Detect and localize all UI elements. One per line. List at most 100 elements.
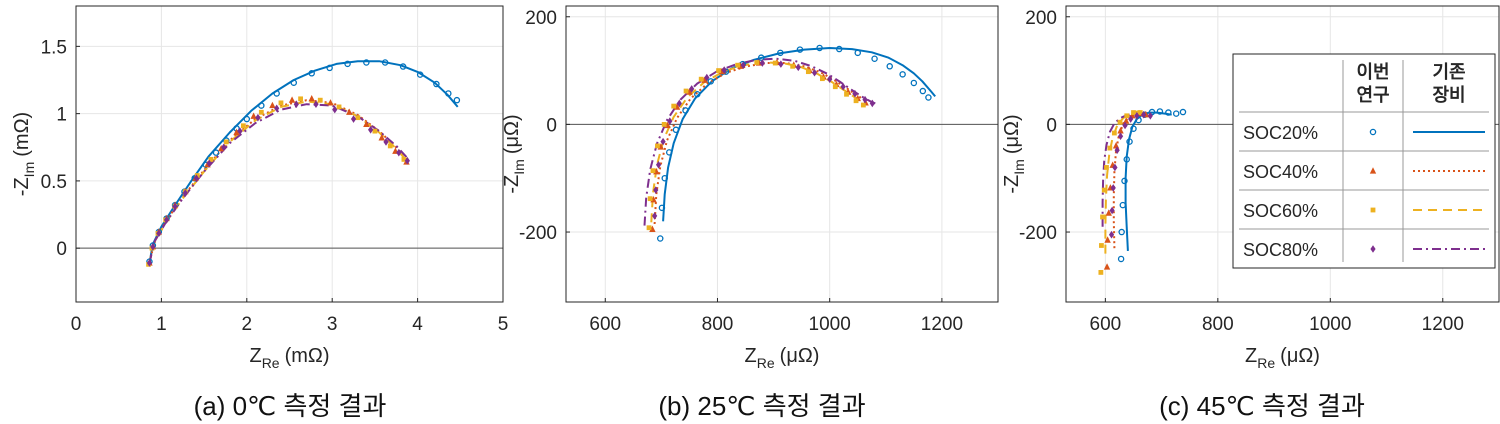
data-point-a-SOC80%-15: [350, 115, 357, 123]
data-point-c-SOC80%-1: [1109, 206, 1115, 215]
data-point-a-SOC20%-15: [308, 70, 315, 77]
series-line-c-SOC20%: [1124, 111, 1172, 251]
y-tick-label-a-3: 1.5: [41, 37, 67, 58]
data-point-b-SOC60%-7: [698, 76, 704, 82]
caption-b: (b) 25℃ 측정 결과: [658, 391, 866, 421]
data-point-c-SOC80%-3: [1112, 163, 1118, 172]
data-point-b-SOC80%-8: [721, 66, 727, 74]
data-point-c-SOC20%-7: [1135, 116, 1142, 124]
data-point-b-SOC60%-14: [819, 76, 825, 82]
axes-box-c: [1065, 5, 1500, 303]
data-point-a-SOC60%-13: [317, 97, 323, 103]
data-point-c-SOC60%-5: [1107, 145, 1113, 151]
data-point-a-SOC20%-12: [258, 102, 265, 109]
y-tick-label-b-2: 200: [525, 8, 557, 29]
data-point-b-SOC80%-0: [652, 212, 658, 220]
data-point-c-SOC20%-4: [1123, 156, 1130, 163]
y-tick-label-a-1: 0.5: [41, 172, 67, 193]
data-point-c-SOC60%-9: [1131, 110, 1136, 115]
data-point-a-SOC80%-10: [255, 113, 261, 122]
data-point-c-SOC60%-2: [1100, 214, 1105, 220]
data-point-a-SOC40%-10: [250, 112, 257, 119]
data-point-a-SOC60%-9: [240, 123, 246, 129]
data-point-c-SOC40%-6: [1117, 127, 1124, 134]
data-point-a-SOC80%-17: [383, 138, 389, 146]
axes-box-a: [75, 5, 504, 303]
data-point-a-SOC20%-16: [326, 64, 333, 72]
data-point-c-SOC60%-10: [1137, 110, 1143, 115]
legend-marker-SOC40%: [1369, 167, 1377, 174]
y-axis-label-a: -ZIm(mΩ): [11, 112, 37, 196]
data-point-a-SOC80%-3: [163, 216, 170, 224]
data-point-a-SOC60%-11: [278, 100, 284, 106]
series-points-b-SOC80%: [652, 59, 875, 220]
series-points-c-SOC60%: [1098, 110, 1143, 275]
data-point-a-SOC80%-16: [368, 125, 374, 134]
legend-marker-SOC60%: [1370, 207, 1376, 213]
data-point-b-SOC80%-12: [795, 63, 801, 72]
data-point-b-SOC20%-0: [657, 235, 664, 242]
x-tick-label-a-2: 2: [242, 314, 253, 335]
data-point-a-SOC20%-8: [212, 149, 220, 156]
legend-header-reference-2: 장비: [1432, 85, 1465, 105]
x-tick-label-c-3: 1200: [1422, 314, 1464, 335]
data-point-a-SOC40%-14: [327, 99, 334, 106]
data-point-b-SOC60%-18: [860, 102, 866, 108]
data-point-b-SOC60%-8: [716, 68, 722, 73]
y-tick-label-c-2: 200: [1025, 8, 1057, 29]
data-point-a-SOC80%-4: [172, 202, 178, 211]
y-axis-label-c: -ZIm(μΩ): [1001, 114, 1027, 193]
series-points-c-SOC20%: [1117, 108, 1187, 263]
data-point-a-SOC80%-5: [182, 189, 188, 197]
data-point-c-SOC20%-6: [1130, 125, 1137, 132]
data-point-b-SOC80%-14: [827, 75, 833, 83]
data-point-c-SOC80%-10: [1147, 111, 1153, 120]
chart-c: 600 800 1000 1200 -200 0 200 ZRe (μΩ) -ZIm(μΩ) 이번연…: [1001, 5, 1500, 371]
series-points-c-SOC80%: [1108, 110, 1153, 239]
data-point-b-SOC20%-21: [925, 94, 932, 101]
series-line-b-SOC20%: [662, 47, 936, 222]
data-point-b-SOC80%-7: [704, 73, 710, 82]
data-point-b-SOC20%-3: [665, 149, 673, 156]
legend-label-SOC20%: SOC20%: [1243, 123, 1318, 143]
x-axis-label-b: ZRe (μΩ): [745, 345, 820, 371]
data-point-a-SOC20%-19: [381, 59, 389, 66]
data-point-c-SOC80%-5: [1117, 132, 1124, 141]
data-point-a-SOC40%-11: [269, 101, 276, 109]
data-point-a-SOC20%-23: [445, 90, 452, 97]
data-point-c-SOC40%-5: [1112, 142, 1120, 149]
data-point-a-SOC60%-12: [298, 96, 304, 102]
data-point-b-SOC80%-10: [759, 59, 765, 67]
data-point-b-SOC60%-15: [832, 84, 838, 90]
x-tick-label-b-0: 600: [589, 314, 621, 335]
series-points-a-SOC80%: [146, 100, 410, 267]
data-point-a-SOC40%-12: [288, 96, 296, 103]
data-point-c-SOC80%-8: [1134, 111, 1140, 120]
data-point-b-SOC20%-2: [661, 174, 668, 182]
data-point-a-SOC80%-19: [404, 156, 410, 165]
x-tick-label-a-4: 4: [412, 314, 423, 335]
data-point-b-SOC60%-4: [661, 122, 667, 127]
y-tick-label-b-1: 0: [546, 115, 557, 136]
legend-header-measured-1: 이번: [1356, 62, 1389, 82]
data-point-b-SOC60%-12: [790, 63, 796, 69]
data-point-a-SOC20%-21: [416, 71, 424, 78]
data-point-c-SOC80%-2: [1110, 184, 1116, 192]
data-point-a-SOC20%-14: [290, 79, 298, 86]
series-points-b-SOC20%: [657, 44, 932, 242]
data-point-a-SOC20%-24: [453, 96, 461, 104]
y-tick-label-a-2: 1: [56, 105, 67, 126]
legend-label-SOC40%: SOC40%: [1243, 162, 1318, 182]
data-point-b-SOC60%-17: [853, 98, 859, 104]
data-point-a-SOC80%-0: [146, 259, 153, 267]
chart-a: 0 1 2 3 4 5 0 0.5 1 1.5 ZRe (mΩ) -ZIm(mΩ): [11, 5, 508, 371]
data-point-a-SOC80%-14: [332, 105, 338, 114]
data-point-b-SOC20%-12: [796, 46, 804, 53]
x-tick-label-a-0: 0: [71, 314, 82, 335]
data-point-b-SOC20%-1: [658, 204, 666, 212]
data-point-a-SOC80%-8: [221, 143, 227, 152]
y-axis-label-b: -ZIm(μΩ): [501, 114, 527, 193]
data-point-a-SOC20%-20: [399, 63, 407, 70]
data-point-b-SOC20%-16: [871, 55, 878, 62]
data-point-b-SOC80%-5: [676, 99, 682, 108]
